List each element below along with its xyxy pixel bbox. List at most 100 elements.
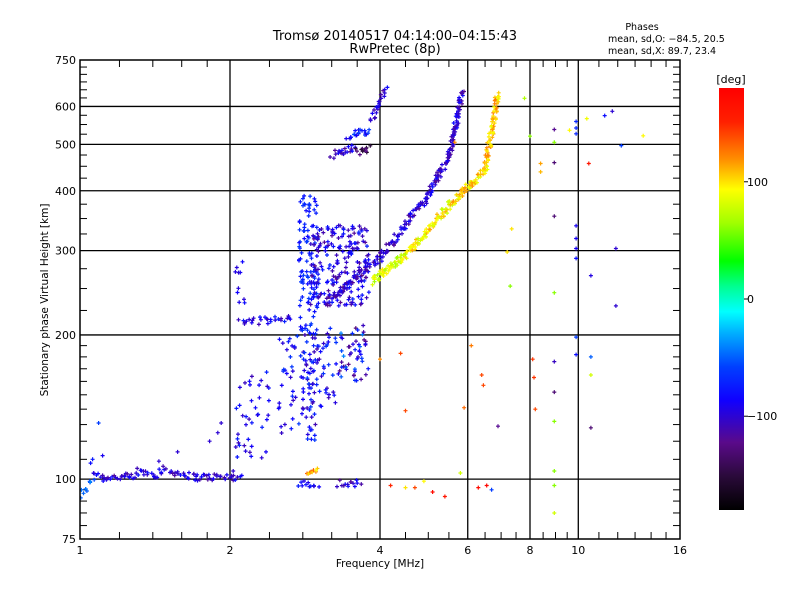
data-point — [355, 481, 360, 486]
data-point — [330, 296, 334, 301]
data-point — [342, 146, 347, 151]
data-point — [311, 314, 316, 319]
data-point — [404, 249, 409, 254]
data-point — [302, 350, 307, 355]
data-point — [315, 360, 319, 365]
data-point — [442, 494, 447, 499]
data-point — [297, 240, 302, 245]
data-point — [197, 477, 202, 482]
data-point — [312, 263, 317, 268]
data-point — [360, 234, 365, 239]
data-point — [343, 365, 348, 370]
data-point — [364, 149, 368, 153]
data-point — [349, 252, 354, 257]
data-point — [316, 267, 320, 272]
data-point — [235, 290, 240, 295]
data-point — [231, 473, 236, 478]
data-point — [361, 330, 366, 335]
data-point — [414, 237, 418, 242]
data-point — [317, 389, 322, 394]
data-point — [332, 393, 337, 398]
x-tick-label: 1 — [77, 544, 84, 557]
data-point — [398, 255, 403, 260]
data-point — [258, 315, 262, 320]
data-point — [453, 129, 458, 134]
data-point — [382, 94, 387, 99]
data-point — [509, 226, 514, 231]
data-point — [494, 105, 499, 110]
data-point — [334, 225, 339, 230]
data-point — [532, 375, 536, 380]
data-point — [297, 227, 302, 232]
data-point — [284, 371, 289, 376]
data-point — [344, 136, 349, 141]
data-point — [414, 205, 419, 210]
data-point — [319, 227, 324, 231]
data-point — [312, 433, 317, 438]
data-point — [574, 352, 579, 357]
data-point — [346, 234, 351, 239]
data-point — [314, 327, 319, 332]
data-point — [307, 407, 312, 412]
data-point — [242, 297, 246, 302]
data-point — [490, 127, 495, 132]
colorbar-tick-labels: 100 0 −100 — [744, 176, 777, 423]
data-point — [418, 238, 423, 243]
data-point — [242, 300, 247, 305]
data-point — [412, 485, 417, 490]
data-point — [424, 234, 428, 239]
data-point — [247, 379, 252, 384]
data-point — [246, 437, 251, 442]
data-point — [88, 480, 93, 484]
data-point — [435, 170, 440, 175]
data-point — [366, 366, 371, 371]
data-point — [308, 242, 313, 246]
data-point — [398, 351, 403, 356]
data-point — [311, 381, 315, 386]
data-point — [428, 193, 433, 198]
data-point — [361, 323, 366, 328]
data-point — [341, 483, 346, 488]
data-point — [299, 375, 304, 379]
data-point — [552, 214, 557, 219]
data-point — [411, 208, 416, 213]
data-point — [318, 241, 323, 246]
data-point — [339, 270, 344, 275]
data-point — [350, 331, 355, 336]
data-point — [430, 490, 435, 494]
data-point — [374, 110, 379, 115]
data-point — [538, 161, 543, 166]
data-point — [453, 199, 458, 204]
data-point — [460, 191, 464, 196]
data-point — [309, 280, 314, 285]
data-point — [395, 234, 400, 239]
data-point — [309, 256, 314, 261]
data-point — [308, 302, 313, 307]
data-point — [308, 291, 313, 296]
data-point — [334, 253, 339, 258]
data-point — [305, 376, 310, 381]
data-point — [308, 357, 313, 362]
data-point — [354, 339, 358, 344]
data-point — [264, 449, 268, 454]
data-point — [300, 328, 305, 333]
data-point — [301, 390, 306, 394]
data-point — [173, 470, 178, 475]
data-point — [361, 239, 366, 244]
data-point — [400, 231, 404, 236]
data-point — [493, 97, 498, 102]
data-point — [327, 335, 331, 340]
data-point — [282, 422, 287, 427]
data-point — [83, 487, 88, 491]
data-point — [334, 340, 339, 345]
data-point — [552, 469, 557, 473]
data-point — [312, 412, 317, 417]
data-point — [344, 260, 349, 265]
data-point — [588, 273, 593, 278]
y-tick-label: 500 — [55, 138, 76, 151]
data-point — [351, 226, 356, 231]
data-point — [265, 321, 270, 326]
data-point — [448, 139, 453, 143]
data-point — [311, 369, 316, 374]
data-point — [380, 254, 385, 259]
